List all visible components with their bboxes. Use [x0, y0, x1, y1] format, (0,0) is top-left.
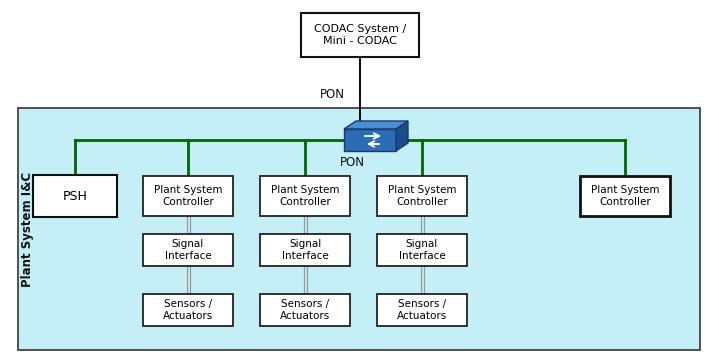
FancyBboxPatch shape — [301, 13, 419, 57]
Text: Sensors /
Actuators: Sensors / Actuators — [280, 299, 330, 321]
Text: PON: PON — [319, 89, 344, 102]
Text: Sensors /
Actuators: Sensors / Actuators — [163, 299, 213, 321]
FancyBboxPatch shape — [377, 176, 467, 216]
Polygon shape — [396, 121, 408, 151]
Text: Signal
Interface: Signal Interface — [282, 239, 329, 261]
FancyBboxPatch shape — [377, 234, 467, 266]
FancyBboxPatch shape — [33, 175, 117, 217]
Text: Plant System
Controller: Plant System Controller — [271, 185, 339, 207]
FancyBboxPatch shape — [143, 234, 233, 266]
Text: Signal
Interface: Signal Interface — [398, 239, 445, 261]
FancyBboxPatch shape — [580, 176, 670, 216]
Text: Signal
Interface: Signal Interface — [165, 239, 211, 261]
Text: Plant System I&C: Plant System I&C — [21, 172, 34, 286]
Text: PSH: PSH — [63, 190, 88, 202]
Text: Plant System
Controller: Plant System Controller — [154, 185, 222, 207]
FancyBboxPatch shape — [143, 176, 233, 216]
Text: PON: PON — [339, 155, 365, 168]
Text: Plant System
Controller: Plant System Controller — [591, 185, 659, 207]
Text: Sensors /
Actuators: Sensors / Actuators — [397, 299, 447, 321]
Text: Plant System
Controller: Plant System Controller — [388, 185, 457, 207]
FancyBboxPatch shape — [143, 294, 233, 326]
FancyBboxPatch shape — [377, 294, 467, 326]
Text: CODAC System /
Mini - CODAC: CODAC System / Mini - CODAC — [314, 24, 406, 46]
FancyBboxPatch shape — [344, 129, 396, 151]
FancyBboxPatch shape — [260, 294, 350, 326]
FancyBboxPatch shape — [18, 108, 700, 350]
FancyBboxPatch shape — [260, 176, 350, 216]
Polygon shape — [344, 121, 408, 129]
FancyBboxPatch shape — [260, 234, 350, 266]
